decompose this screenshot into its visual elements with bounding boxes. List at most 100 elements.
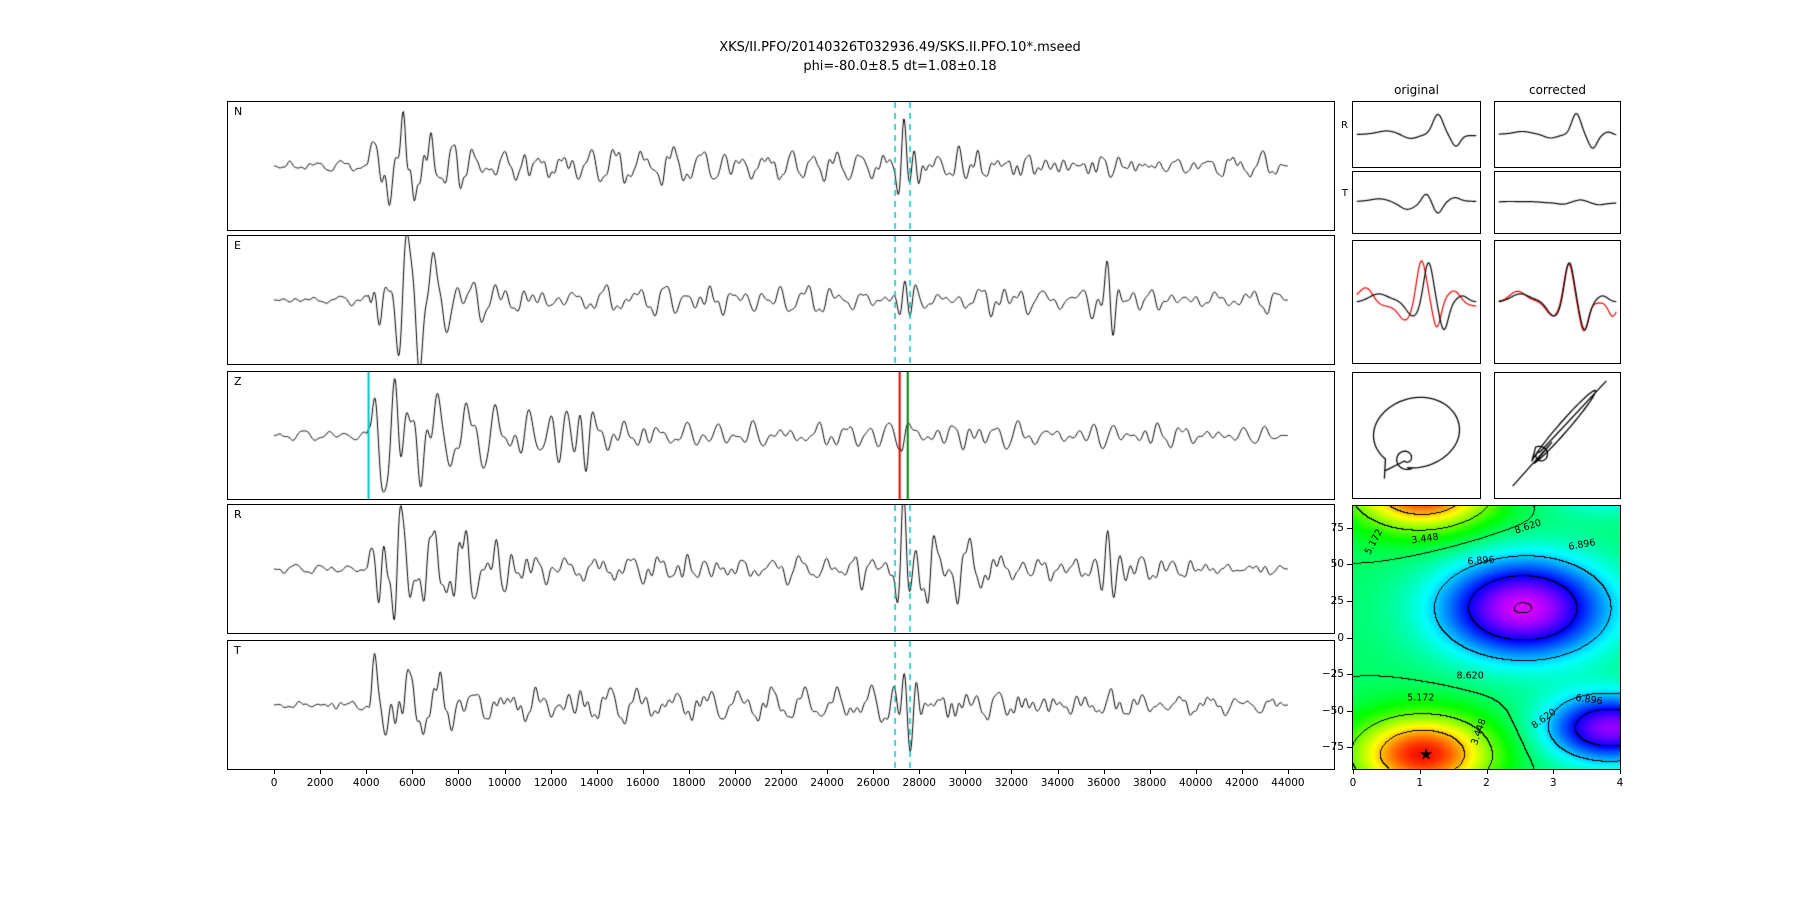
x-tick-label: 18000	[672, 777, 706, 789]
panel-label-z: Z	[234, 375, 242, 388]
waveform-panel-t: T	[227, 640, 1335, 770]
waveform-canvas-t	[228, 641, 1334, 769]
x-tick-mark	[1103, 770, 1105, 774]
x-tick-mark	[320, 770, 322, 774]
x-tick-mark	[1195, 770, 1197, 774]
x-tick-label: 8000	[445, 777, 472, 789]
energy-x-tick-label: 3	[1549, 777, 1557, 789]
x-tick-mark	[1057, 770, 1059, 774]
mini-panel-t-original	[1352, 171, 1481, 234]
x-tick-mark	[1149, 770, 1151, 774]
particle-motion-canvas-original	[1353, 373, 1480, 498]
x-tick-mark	[274, 770, 276, 774]
x-tick-mark	[458, 770, 460, 774]
x-tick-mark	[596, 770, 598, 774]
waveform-canvas-z	[228, 372, 1334, 499]
x-tick-label: 16000	[626, 777, 660, 789]
energy-x-tick-mark	[1419, 770, 1421, 774]
x-tick-label: 26000	[856, 777, 890, 789]
x-tick-mark	[1241, 770, 1243, 774]
x-tick-mark	[919, 770, 921, 774]
x-tick-mark	[412, 770, 414, 774]
row-label-r: R	[1341, 120, 1348, 131]
x-tick-label: 28000	[902, 777, 936, 789]
energy-x-tick-label: 0	[1349, 777, 1357, 789]
mini-canvas-t-corrected	[1495, 172, 1620, 233]
contour-label: 8.620	[1456, 670, 1484, 682]
x-tick-mark	[504, 770, 506, 774]
overlay-panel-original	[1352, 240, 1481, 364]
x-tick-label: 20000	[718, 777, 752, 789]
column-header-corrected: corrected	[1528, 83, 1587, 97]
energy-x-tick-mark	[1553, 770, 1555, 774]
panel-label-n: N	[234, 105, 243, 118]
energy-x-tick-label: 1	[1416, 777, 1424, 789]
energy-x-tick-mark	[1620, 770, 1621, 774]
x-tick-label: 24000	[810, 777, 844, 789]
energy-x-tick-label: 4	[1616, 777, 1624, 789]
x-tick-mark	[366, 770, 368, 774]
waveform-canvas-e	[228, 236, 1334, 364]
x-tick-mark	[734, 770, 736, 774]
x-tick-label: 0	[270, 777, 278, 789]
x-tick-mark	[1287, 770, 1289, 774]
mini-panel-r-corrected	[1494, 101, 1621, 168]
particle-motion-canvas-corrected	[1495, 373, 1620, 498]
contour-label: 6.896	[1467, 554, 1496, 568]
page-subtitle: phi=-80.0±8.5 dt=1.08±0.18	[803, 59, 997, 74]
panel-label-r: R	[234, 508, 242, 521]
x-tick-label: 38000	[1132, 777, 1167, 789]
energy-map-canvas	[1353, 506, 1620, 769]
mini-canvas-r-corrected	[1495, 102, 1620, 167]
mini-panel-r-original	[1352, 101, 1481, 168]
x-tick-label: 6000	[398, 777, 426, 789]
x-tick-label: 2000	[306, 777, 334, 789]
energy-x-tick-mark	[1353, 770, 1354, 774]
mini-canvas-t-original	[1353, 172, 1480, 233]
best-fit-star-icon: ★	[1418, 744, 1434, 764]
energy-x-tick-label: 2	[1483, 777, 1490, 789]
page-title: XKS/II.PFO/20140326T032936.49/SKS.II.PFO…	[719, 40, 1081, 55]
x-tick-label: 42000	[1225, 777, 1259, 789]
overlay-canvas-original	[1353, 241, 1480, 363]
overlay-canvas-corrected	[1495, 241, 1620, 363]
x-tick-label: 40000	[1179, 777, 1213, 789]
column-header-original: original	[1394, 83, 1439, 97]
mini-canvas-r-original	[1353, 102, 1480, 167]
x-tick-mark	[688, 770, 690, 774]
x-tick-label: 14000	[579, 777, 614, 789]
x-tick-label: 34000	[1040, 777, 1075, 789]
waveform-panel-n: N	[227, 101, 1335, 231]
energy-map: ★ 5.172 3.448 8.620 6.896 6.896 8.620 5.172 6.8…	[1352, 505, 1621, 770]
x-tick-mark	[965, 770, 967, 774]
x-tick-label: 22000	[764, 777, 798, 789]
waveform-canvas-n	[228, 102, 1334, 230]
waveform-panel-z: Z	[227, 371, 1335, 500]
x-tick-label: 4000	[352, 777, 380, 789]
waveform-panel-e: E	[227, 235, 1335, 365]
x-tick-label: 10000	[487, 777, 522, 789]
x-tick-mark	[781, 770, 782, 774]
x-tick-mark	[642, 770, 644, 774]
x-tick-label: 12000	[533, 777, 568, 789]
x-tick-mark	[873, 770, 875, 774]
x-tick-label: 36000	[1086, 777, 1121, 789]
overlay-panel-corrected	[1494, 240, 1621, 364]
contour-label: 5.172	[1407, 692, 1435, 704]
x-tick-label: 44000	[1271, 777, 1305, 789]
x-tick-label: 32000	[994, 777, 1029, 789]
waveform-panel-r: R	[227, 504, 1335, 634]
row-label-t: T	[1341, 188, 1348, 199]
particle-motion-panel-corrected	[1494, 372, 1621, 499]
x-tick-mark	[550, 770, 552, 774]
x-tick-label: 30000	[948, 777, 983, 789]
waveform-canvas-r	[228, 505, 1334, 633]
x-tick-mark	[827, 770, 829, 774]
energy-x-tick-mark	[1486, 770, 1488, 774]
particle-motion-panel-original	[1352, 372, 1481, 499]
x-tick-mark	[1011, 770, 1013, 774]
panel-label-e: E	[234, 239, 241, 252]
panel-label-t: T	[234, 644, 241, 657]
mini-panel-t-corrected	[1494, 171, 1621, 234]
